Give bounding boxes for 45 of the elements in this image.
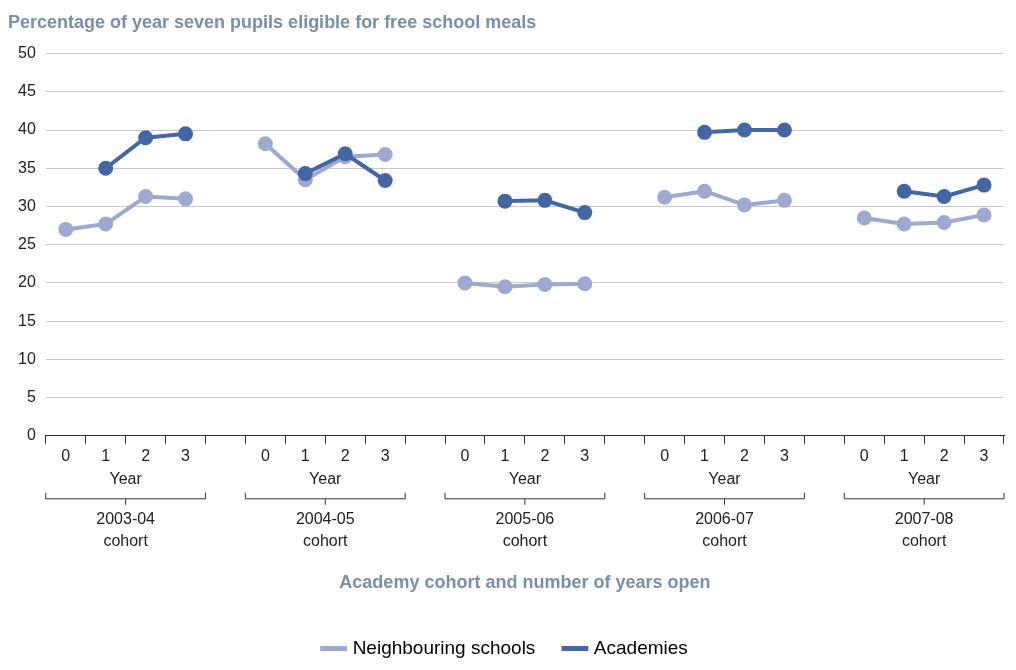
chart-title: Percentage of year seven pupils eligible for free school meals bbox=[8, 11, 537, 32]
x-tick-label: 2 bbox=[740, 446, 750, 464]
text: Year bbox=[109, 470, 143, 488]
text: 2007-08 cohort bbox=[894, 510, 954, 550]
y-tick-label: 45 bbox=[18, 82, 36, 100]
text: 2004-05 cohort bbox=[295, 510, 355, 550]
y-tick-label: 30 bbox=[18, 196, 36, 214]
x-tick-label: 1 bbox=[700, 446, 710, 464]
x-tick-label: 3 bbox=[979, 446, 989, 464]
y-tick-label: 0 bbox=[26, 426, 36, 444]
x-tick-label: 0 bbox=[61, 446, 71, 464]
text: Year bbox=[907, 470, 941, 488]
text: Academy cohort and number of years open bbox=[339, 571, 711, 592]
text: 2006-07 cohort bbox=[695, 510, 754, 550]
y-tick-label: 15 bbox=[18, 311, 36, 329]
y-tick-label: 25 bbox=[18, 235, 36, 253]
x-tick-label: 1 bbox=[101, 446, 111, 464]
x-tick-label: 3 bbox=[181, 446, 191, 464]
x-tick-label: 0 bbox=[260, 446, 270, 464]
text: Year bbox=[309, 470, 343, 488]
x-tick-label: 2 bbox=[340, 446, 350, 464]
y-tick-label: 20 bbox=[18, 273, 36, 291]
text: Year bbox=[708, 470, 742, 488]
x-tick-label: 2 bbox=[141, 446, 151, 464]
y-tick-label: 35 bbox=[18, 158, 36, 176]
x-tick-label: 3 bbox=[580, 446, 590, 464]
y-tick-label: 50 bbox=[18, 44, 36, 62]
text: Year bbox=[508, 470, 542, 488]
x-tick-label: 2 bbox=[939, 446, 949, 464]
x-tick-label: 1 bbox=[899, 446, 909, 464]
x-tick-label: 3 bbox=[779, 446, 789, 464]
x-tick-label: 1 bbox=[500, 446, 510, 464]
x-tick-label: 0 bbox=[859, 446, 869, 464]
y-tick-label: 40 bbox=[18, 120, 36, 138]
x-tick-label: 0 bbox=[460, 446, 470, 464]
text: 2005-06 cohort bbox=[495, 510, 555, 550]
x-tick-label: 1 bbox=[300, 446, 310, 464]
y-tick-label: 5 bbox=[26, 387, 36, 405]
x-tick-label: 3 bbox=[380, 446, 390, 464]
x-tick-label: 2 bbox=[540, 446, 550, 464]
x-tick-label: 0 bbox=[660, 446, 670, 464]
y-tick-label: 10 bbox=[18, 349, 36, 367]
legend-label: Neighbouring schools bbox=[352, 636, 536, 658]
text: 2003-04 cohort bbox=[96, 510, 156, 550]
legend-label: Academies bbox=[593, 636, 688, 658]
